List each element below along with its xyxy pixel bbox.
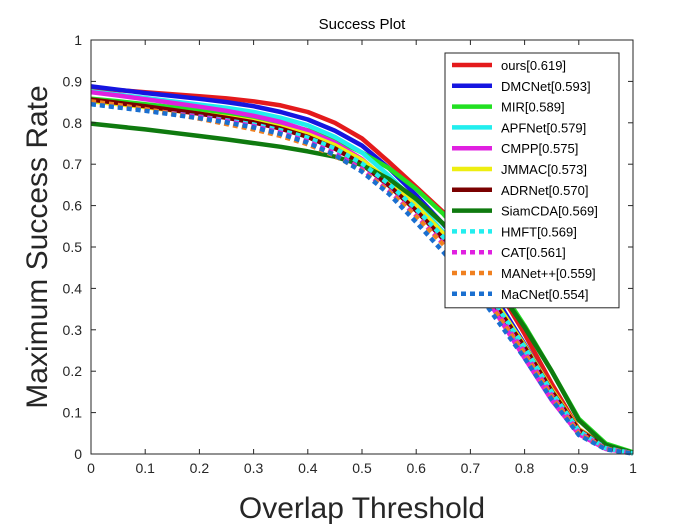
legend-entry: MANet++[0.559] xyxy=(501,266,596,281)
legend-entry: HMFT[0.569] xyxy=(501,224,577,239)
y-tick-label: 1 xyxy=(74,32,82,48)
x-tick-label: 0.6 xyxy=(406,460,426,476)
x-tick-label: 0 xyxy=(87,460,95,476)
legend-entry: ADRNet[0.570] xyxy=(501,183,588,198)
series-lines xyxy=(90,84,634,456)
y-tick-label: 0.6 xyxy=(63,198,83,214)
y-tick-label: 0.8 xyxy=(63,115,83,131)
series-line-macnet xyxy=(90,101,634,456)
x-tick-label: 1 xyxy=(629,460,637,476)
legend-entry: DMCNet[0.593] xyxy=(501,79,591,94)
x-tick-label: 0.7 xyxy=(461,460,481,476)
legend-box xyxy=(444,52,620,309)
x-tick-label: 0.3 xyxy=(244,460,264,476)
y-tick-label: 0.5 xyxy=(63,239,83,255)
x-tick-label: 0.1 xyxy=(135,460,155,476)
legend: ours[0.619] DMCNet[0.593] MIR[0.589] APFNet… xyxy=(444,52,620,309)
x-axis-label: Overlap Threshold xyxy=(239,492,485,525)
legend-entry: SiamCDA[0.569] xyxy=(501,204,598,219)
y-axis-label: Maximum Success Rate xyxy=(21,85,54,408)
y-tick-label: 0 xyxy=(74,446,82,462)
y-tick-label: 0.9 xyxy=(63,73,83,89)
y-tick-label: 0.3 xyxy=(63,322,83,338)
x-tick-label: 0.9 xyxy=(569,460,589,476)
x-tick-label: 0.5 xyxy=(352,460,372,476)
axis-ticks: 0 0.1 0.2 0.3 0.4 0.5 0.6 0.7 0.8 0.9 1 0 0.1 0.2 0.3 0… xyxy=(63,32,638,476)
legend-entry: CMPP[0.575] xyxy=(501,141,578,156)
x-tick-label: 0.2 xyxy=(190,460,210,476)
legend-entry: JMMAC[0.573] xyxy=(501,162,587,177)
legend-entry: ours[0.619] xyxy=(501,58,566,73)
legend-entry: CAT[0.561] xyxy=(501,245,566,260)
legend-entry: MaCNet[0.554] xyxy=(501,287,588,302)
y-tick-label: 0.4 xyxy=(63,280,83,296)
x-tick-label: 0.8 xyxy=(515,460,535,476)
chart-title: Success Plot xyxy=(319,16,407,33)
legend-entry: APFNet[0.579] xyxy=(501,120,586,135)
y-tick-label: 0.2 xyxy=(63,363,83,379)
legend-entry: MIR[0.589] xyxy=(501,100,565,115)
x-tick-label: 0.4 xyxy=(298,460,318,476)
y-tick-label: 0.7 xyxy=(63,156,83,172)
y-tick-label: 0.1 xyxy=(63,405,83,421)
